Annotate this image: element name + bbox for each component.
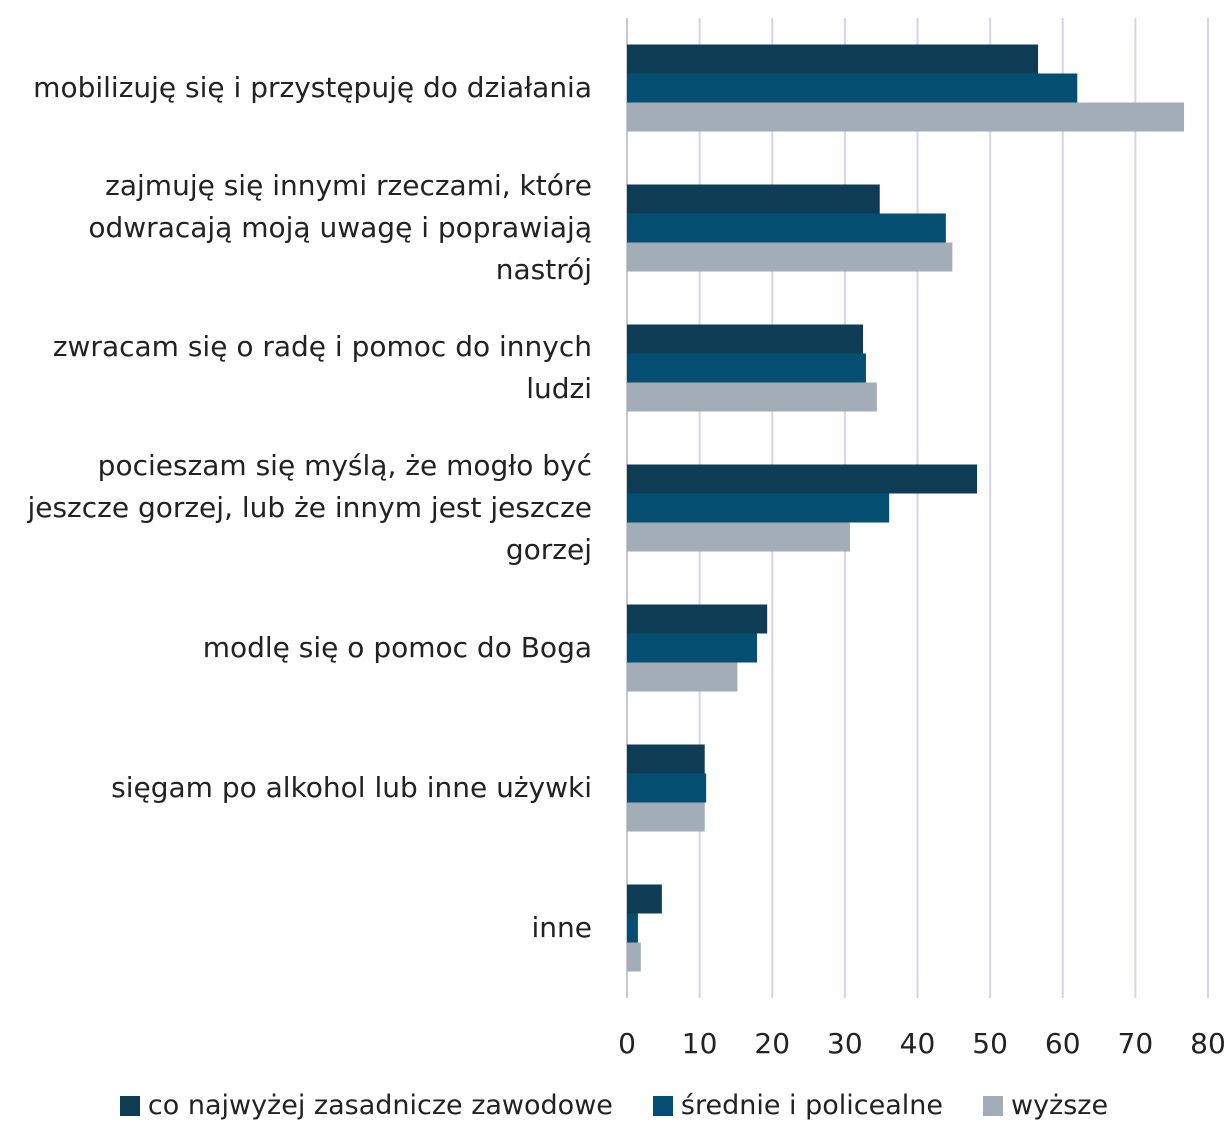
bar [627, 773, 707, 803]
x-tick-label: 10 [682, 1027, 718, 1060]
legend: co najwyżej zasadnicze zawodowe średnie i… [0, 1090, 1228, 1121]
legend-swatch [983, 1095, 1003, 1116]
bar [627, 522, 850, 552]
legend-label: średnie i policealne [680, 1090, 943, 1121]
category-label: pocieszam się myślą, że mogło być jeszcz… [27, 449, 592, 566]
bar [627, 213, 946, 243]
bar [627, 604, 768, 634]
category-label: zajmuję się innymi rzeczami, które odwra… [88, 169, 592, 286]
x-tick-label: 50 [972, 1027, 1008, 1060]
x-tick-label: 0 [618, 1027, 636, 1060]
bar [627, 102, 1185, 132]
bar [627, 382, 877, 412]
bar [627, 324, 864, 354]
category-label: modlę się o pomoc do Boga [202, 631, 592, 664]
legend-item: wyższe [983, 1090, 1108, 1121]
bar [627, 184, 880, 214]
x-tick-label: 70 [1118, 1027, 1154, 1060]
bar [627, 913, 638, 943]
x-tick-label: 20 [754, 1027, 790, 1060]
legend-label: co najwyżej zasadnicze zawodowe [147, 1090, 613, 1121]
bar [627, 242, 953, 272]
legend-item: średnie i policealne [652, 1090, 943, 1121]
legend-item: co najwyżej zasadnicze zawodowe [119, 1090, 613, 1121]
bar [627, 493, 890, 523]
bar [627, 942, 641, 972]
bar [627, 464, 978, 494]
bar [627, 884, 662, 914]
category-label: sięgam po alkohol lub inne używki [111, 771, 592, 804]
category-label: inne [531, 911, 593, 944]
bar [627, 44, 1039, 74]
bar [627, 73, 1078, 103]
x-tick-label: 40 [900, 1027, 936, 1060]
x-tick-label: 60 [1045, 1027, 1081, 1060]
bar [627, 633, 757, 663]
category-label: mobilizuję się i przystępuję do działani… [33, 71, 592, 104]
bar [627, 662, 738, 692]
bar [627, 744, 705, 774]
legend-swatch [119, 1095, 140, 1116]
legend-swatch [652, 1095, 673, 1116]
x-tick-label: 30 [827, 1027, 863, 1060]
category-label: zwracam się o radę i pomoc do innych lud… [52, 330, 592, 405]
bar [627, 353, 866, 383]
bar [627, 802, 705, 832]
legend-label: wyższe [1011, 1090, 1109, 1121]
x-tick-label: 80 [1190, 1027, 1226, 1060]
